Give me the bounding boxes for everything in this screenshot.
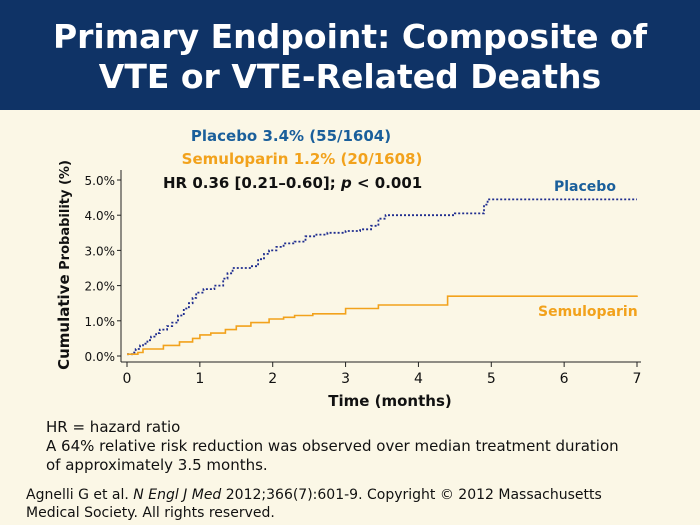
hr-p: p [340,174,352,192]
hr-prefix: HR 0.36 [0.21–0.60]; [163,174,341,192]
hr-suffix: < 0.001 [352,174,422,192]
citation-rest: 2012;366(7):601-9. Copyright © 2012 Mass… [221,487,602,503]
citation-line1: Agnelli G et al. N Engl J Med 2012;366(7… [26,486,602,504]
series-line-placebo [127,198,637,356]
y-axis-label-part1: Cumulative [55,274,73,370]
slide-title-line2: VTE or VTE-Related Deaths [98,57,602,96]
footnote-reduction-line2: of approximately 3.5 months. [46,456,268,474]
x-tick-label: 0 [123,371,132,387]
x-axis-label: Time (months) [328,392,452,410]
x-tick-label: 1 [195,371,204,387]
x-tick-label: 2 [268,371,277,387]
footnote-reduction-line1: A 64% relative risk reduction was observ… [46,437,619,455]
slide-title-line1: Primary Endpoint: Composite of [52,17,648,56]
x-tick-label: 6 [560,371,569,387]
y-tick-label: 2.0% [85,280,116,294]
citation-journal: N Engl J Med [133,487,222,503]
footnote-hr: HR = hazard ratio [46,418,181,436]
y-tick-label: 4.0% [85,209,116,223]
placebo-stat: Placebo 3.4% (55/1604) [191,127,391,145]
y-axis-label: Cumulative Probability (%) [55,160,73,370]
y-tick-label: 1.0% [85,315,116,329]
x-tick-label: 4 [414,371,423,387]
series-label-semuloparin: Semuloparin [538,304,638,320]
y-axis-label-part2: Probability (%) [58,160,73,274]
series-label-placebo: Placebo [554,179,616,195]
y-tick-label: 5.0% [85,174,116,188]
y-tick-label: 3.0% [85,244,116,258]
semuloparin-stat: Semuloparin 1.2% (20/1608) [182,150,423,168]
citation-prefix: Agnelli G et al. [26,487,134,503]
citation-line2: Medical Society. All rights reserved. [26,505,275,521]
x-tick-label: 5 [487,371,496,387]
y-tick-label: 0.0% [85,350,116,364]
x-tick-label: 3 [341,371,350,387]
x-tick-label: 7 [633,371,642,387]
series-line-semuloparin [127,295,638,355]
axes: 0.0% 1.0% 2.0% 3.0% 4.0% 5.0% 0 1 2 3 4 5 6 7 [85,170,642,387]
title-banner: Primary Endpoint: Composite of VTE or VT… [0,0,700,110]
series-layer [127,198,638,356]
hazard-ratio-stat: HR 0.36 [0.21–0.60]; p < 0.001 [163,174,422,192]
